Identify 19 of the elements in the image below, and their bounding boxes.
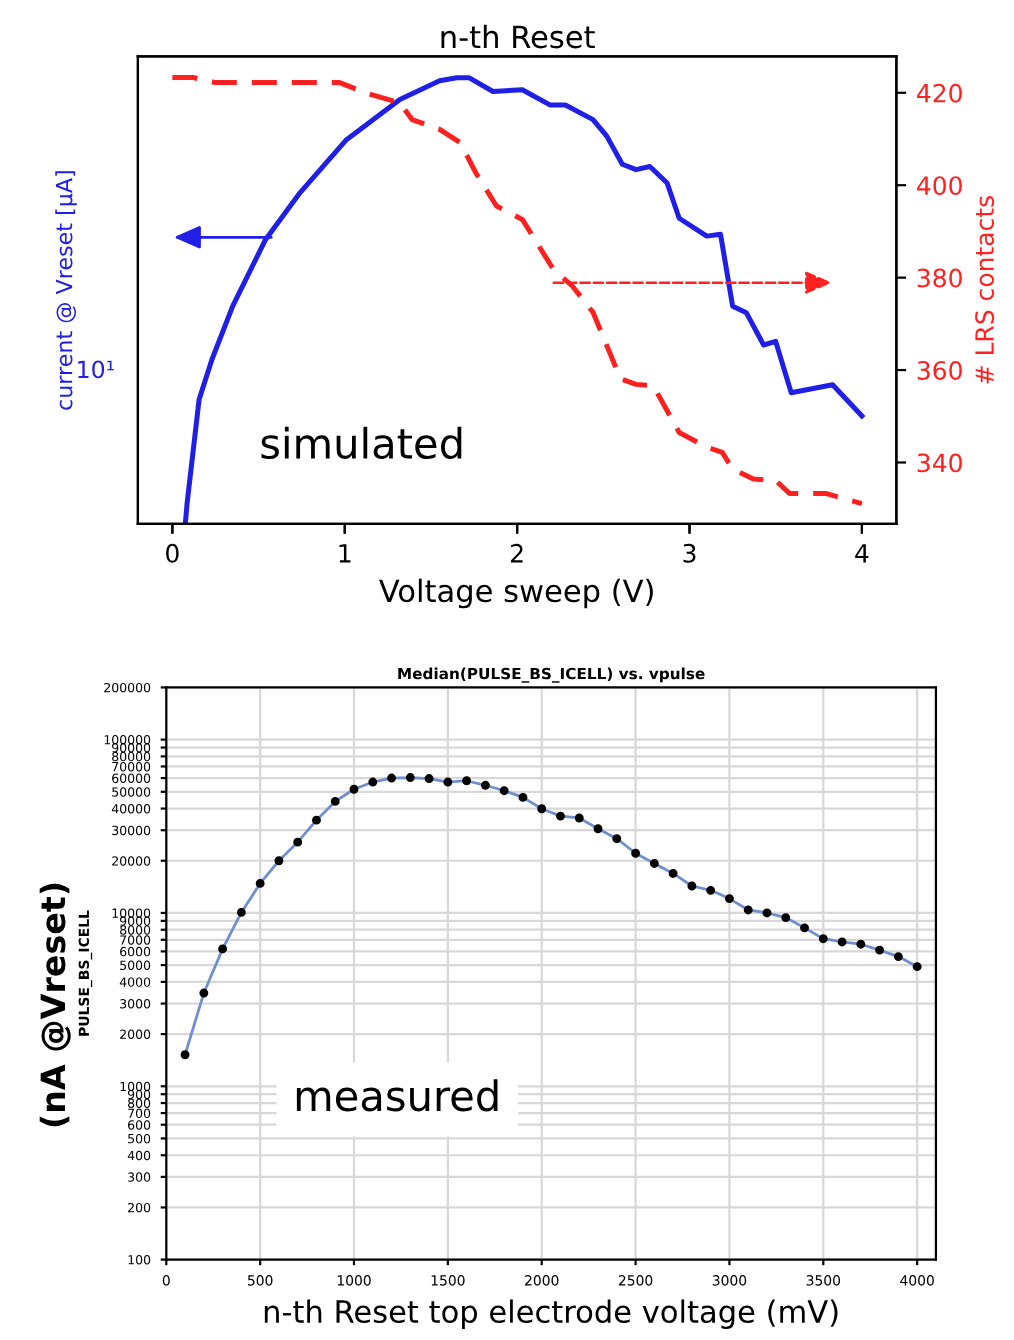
x-tick-label: 1 — [339, 544, 351, 563]
y-tick-label: 420 — [917, 83, 962, 103]
y-tick-label: 360 — [917, 361, 962, 380]
x-tick-label: 4 — [855, 544, 869, 563]
y-tick-label: 400 — [917, 176, 962, 196]
y-tick-label: 380 — [917, 268, 962, 288]
annotation: simulated — [261, 426, 462, 460]
x-axis-title: n-th Reset top electrode voltage (mV) — [264, 1299, 838, 1329]
annotation: measured — [296, 1079, 498, 1112]
x-axis-title: Voltage sweep (V) — [379, 578, 653, 609]
x-tick-label: 3 — [683, 543, 696, 563]
y-tick-label: 340 — [917, 453, 962, 473]
text: 10¹ — [78, 360, 114, 379]
chart-title: n-th Reset — [441, 24, 595, 49]
x-tick-label: 2 — [511, 543, 523, 563]
x-tick-label: 0 — [166, 543, 179, 563]
text: (nA @Vreset) — [39, 883, 71, 1127]
y-axis-title: # LRS contacts — [975, 196, 994, 384]
y-axis-title: current @ Vreset [μA] — [55, 171, 77, 410]
